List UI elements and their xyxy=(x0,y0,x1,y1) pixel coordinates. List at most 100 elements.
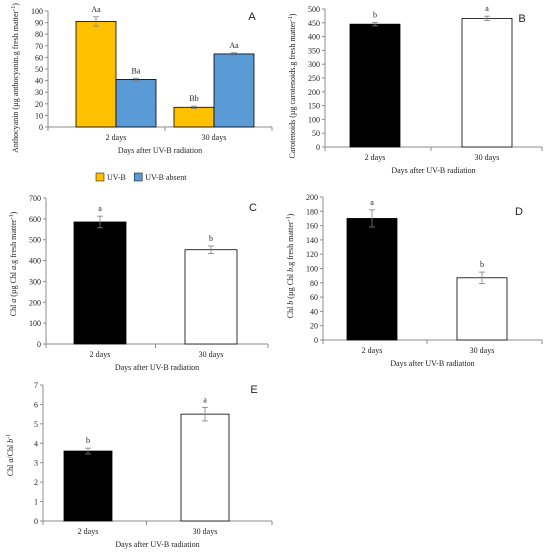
y-tick-label: 0 xyxy=(37,340,41,349)
significance-label: a xyxy=(98,204,102,213)
x-axis-title: Days after UV-B radiation xyxy=(390,359,474,368)
x-tick-label: 30 days xyxy=(193,527,218,536)
y-tick-label: 160 xyxy=(306,222,318,231)
chart-panel-d: 0 20 40 60 80 100 120 140 160 180 200 2 days 30 days… xyxy=(286,193,543,368)
x-tick-label: 30 days xyxy=(202,133,227,142)
significance-label: a xyxy=(203,395,207,404)
y-tick-label: 500 xyxy=(29,236,41,245)
y-tick-label: 450 xyxy=(308,19,320,28)
chart-panel-b: 0 50 100 150 200 250 300 350 400 450 500 2 days 30 d… xyxy=(288,4,543,175)
legend-label: UV-B xyxy=(107,173,126,182)
significance-label: b xyxy=(480,260,484,269)
y-tick-label: 600 xyxy=(29,215,41,224)
bar xyxy=(213,53,255,128)
legend-swatch xyxy=(133,172,143,182)
significance-label: Aa xyxy=(91,5,101,14)
y-tick-label: 60 xyxy=(35,53,43,62)
x-tick-label: 2 days xyxy=(106,133,127,142)
y-tick-label: 90 xyxy=(35,19,43,28)
chart-panel-c: 0 100 200 300 400 500 600 700 2 days 30 days a b Day… xyxy=(9,194,269,372)
significance-label: b xyxy=(373,11,377,20)
y-tick-label: 100 xyxy=(31,7,43,16)
x-tick-label: 30 days xyxy=(475,153,500,162)
panel-letter: D xyxy=(515,206,523,218)
y-tick-label: 200 xyxy=(308,88,320,97)
y-axis-title: Anthocyanin (µg anthocyanin.g fresh matt… xyxy=(11,3,20,153)
x-tick-label: 2 days xyxy=(362,346,383,355)
y-tick-label: 20 xyxy=(310,322,318,331)
bar xyxy=(349,23,401,148)
x-axis-title: Days after UV-B radiation xyxy=(391,166,475,175)
y-tick-label: 30 xyxy=(35,88,43,97)
y-tick-label: 1 xyxy=(34,498,38,507)
significance-label: Aa xyxy=(229,41,239,50)
y-tick-label: 0 xyxy=(39,123,43,132)
panel-letter: B xyxy=(518,13,525,25)
y-tick-label: 70 xyxy=(35,42,43,51)
y-tick-label: 7 xyxy=(34,381,38,390)
significance-label: b xyxy=(86,436,90,445)
x-tick-label: 30 days xyxy=(199,350,224,359)
chart-panel-a: 0 10 20 30 40 50 60 70 80 90 100 2 days 30 days Aa Ba B… xyxy=(11,3,273,182)
x-tick-label: 2 days xyxy=(365,153,386,162)
panel-letter: A xyxy=(248,11,256,23)
significance-label: a xyxy=(370,198,374,207)
y-tick-label: 150 xyxy=(308,102,320,111)
y-tick-label: 140 xyxy=(306,236,318,245)
y-tick-label: 200 xyxy=(29,298,41,307)
panel-letter: C xyxy=(249,202,257,214)
bar xyxy=(456,277,508,341)
y-tick-label: 80 xyxy=(35,30,43,39)
y-tick-label: 40 xyxy=(35,77,43,86)
y-tick-label: 100 xyxy=(29,319,41,328)
y-tick-label: 0 xyxy=(314,336,318,345)
y-tick-label: 80 xyxy=(310,279,318,288)
y-tick-label: 0 xyxy=(34,517,38,526)
y-tick-label: 10 xyxy=(35,111,43,120)
y-axis-title: Chl b (µg Chl b.g fresh matter-1) xyxy=(286,213,295,318)
x-axis-title: Days after UV-B radiation xyxy=(118,146,202,155)
y-tick-label: 50 xyxy=(312,129,320,138)
y-tick-label: 250 xyxy=(308,74,320,83)
significance-label: Ba xyxy=(132,66,141,75)
bar xyxy=(461,17,513,148)
x-axis-title: Days after UV-B radiation xyxy=(115,540,199,549)
y-tick-label: 400 xyxy=(308,33,320,42)
panel-letter: E xyxy=(250,384,257,396)
bar xyxy=(180,413,230,522)
y-tick-label: 300 xyxy=(29,277,41,286)
x-tick-label: 30 days xyxy=(470,346,495,355)
bar xyxy=(73,221,127,345)
bar xyxy=(63,450,113,522)
y-tick-label: 700 xyxy=(29,194,41,203)
y-tick-label: 6 xyxy=(34,400,38,409)
y-tick-label: 60 xyxy=(310,293,318,302)
y-axis-title: Carotenoids (µg carotenoids.g fresh matt… xyxy=(288,13,297,158)
chart-panel-e: 0 1 2 3 4 5 6 7 2 days 30 days b a Days after UV-B r… xyxy=(6,381,273,549)
y-tick-label: 40 xyxy=(310,307,318,316)
y-tick-label: 120 xyxy=(306,250,318,259)
significance-label: b xyxy=(209,234,213,243)
y-tick-label: 5 xyxy=(34,420,38,429)
y-tick-label: 4 xyxy=(34,439,38,448)
y-axis-title: Chl a (µg Chl a.g fresh matter-1) xyxy=(9,211,18,316)
legend: UV-B UV-B absent xyxy=(95,172,187,182)
y-tick-label: 3 xyxy=(34,459,38,468)
bar xyxy=(75,21,117,128)
y-tick-label: 500 xyxy=(308,5,320,14)
y-tick-label: 100 xyxy=(306,265,318,274)
x-tick-label: 2 days xyxy=(90,350,111,359)
y-tick-label: 400 xyxy=(29,257,41,266)
x-axis-title: Days after UV-B radiation xyxy=(115,363,199,372)
y-tick-label: 200 xyxy=(306,193,318,202)
y-tick-label: 350 xyxy=(308,46,320,55)
bar xyxy=(184,249,238,345)
x-tick-label: 2 days xyxy=(78,527,99,536)
significance-label: a xyxy=(485,4,489,13)
bar xyxy=(115,79,157,128)
y-tick-label: 300 xyxy=(308,60,320,69)
y-tick-label: 100 xyxy=(308,115,320,124)
legend-swatch xyxy=(95,172,105,182)
y-tick-label: 20 xyxy=(35,100,43,109)
